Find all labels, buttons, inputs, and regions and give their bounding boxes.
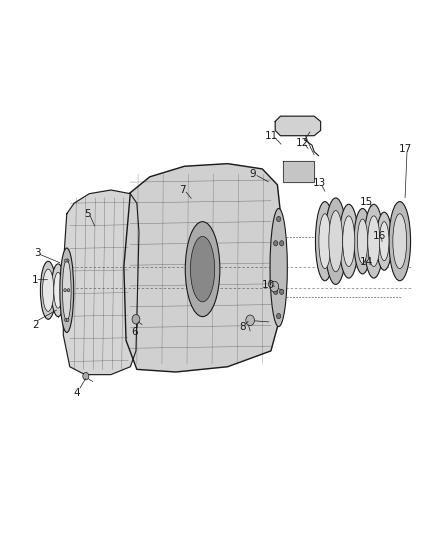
Circle shape (64, 289, 66, 292)
Text: 14: 14 (360, 257, 374, 267)
Circle shape (246, 315, 254, 326)
Ellipse shape (376, 212, 392, 270)
Ellipse shape (54, 272, 63, 308)
Ellipse shape (379, 222, 389, 261)
Text: 1: 1 (32, 274, 39, 285)
Polygon shape (64, 190, 139, 375)
Text: 15: 15 (360, 197, 374, 207)
Text: 2: 2 (32, 319, 39, 329)
Polygon shape (283, 161, 314, 182)
Ellipse shape (191, 237, 215, 302)
Ellipse shape (325, 198, 346, 285)
Circle shape (273, 289, 278, 294)
Ellipse shape (51, 264, 65, 317)
Text: 5: 5 (84, 209, 90, 219)
Ellipse shape (364, 204, 383, 278)
Circle shape (273, 241, 278, 246)
Ellipse shape (63, 260, 71, 321)
Text: 16: 16 (373, 231, 386, 241)
Text: 3: 3 (34, 248, 41, 259)
Text: 17: 17 (399, 144, 413, 155)
Ellipse shape (357, 219, 368, 263)
Circle shape (65, 259, 67, 262)
Ellipse shape (315, 201, 335, 281)
Ellipse shape (270, 208, 287, 327)
Text: 12: 12 (295, 138, 309, 148)
Circle shape (66, 318, 69, 321)
Ellipse shape (368, 216, 380, 266)
Text: 9: 9 (249, 169, 256, 179)
Circle shape (279, 289, 284, 294)
Circle shape (67, 289, 70, 292)
Text: 6: 6 (131, 327, 138, 337)
Ellipse shape (339, 204, 358, 278)
Ellipse shape (389, 201, 410, 281)
Ellipse shape (393, 214, 406, 269)
Circle shape (65, 318, 67, 321)
Text: 8: 8 (240, 322, 246, 332)
Ellipse shape (343, 216, 355, 266)
Circle shape (276, 216, 281, 222)
Ellipse shape (329, 211, 343, 272)
Ellipse shape (42, 269, 54, 311)
Ellipse shape (40, 261, 56, 319)
Ellipse shape (185, 222, 220, 317)
Circle shape (279, 241, 284, 246)
Ellipse shape (60, 248, 74, 333)
Polygon shape (275, 116, 321, 136)
Text: 4: 4 (73, 388, 80, 398)
Text: 10: 10 (262, 280, 276, 290)
Circle shape (270, 281, 279, 292)
Text: 11: 11 (265, 131, 279, 141)
Circle shape (83, 373, 89, 380)
Text: 13: 13 (313, 178, 326, 188)
Ellipse shape (319, 214, 331, 269)
Circle shape (132, 314, 140, 324)
Circle shape (66, 259, 69, 262)
Ellipse shape (354, 208, 371, 274)
Circle shape (276, 313, 281, 319)
Text: 7: 7 (179, 185, 186, 195)
Polygon shape (124, 164, 282, 372)
